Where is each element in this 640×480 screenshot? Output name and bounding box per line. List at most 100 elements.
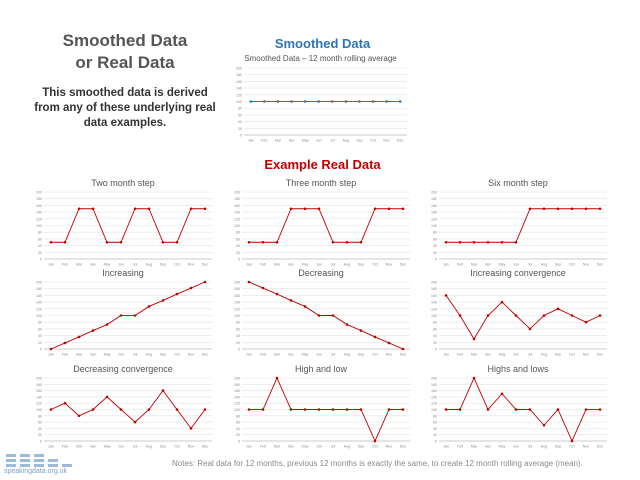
page-heading: Smoothed Data or Real Data xyxy=(30,30,220,74)
data-point xyxy=(570,207,574,211)
x-tick-label: Nov xyxy=(386,445,393,449)
y-tick-label: 160 xyxy=(431,389,437,393)
x-tick-label: May xyxy=(302,353,309,357)
x-tick-label: Jun xyxy=(316,263,322,267)
y-tick-label: 80 xyxy=(236,321,240,325)
x-tick-label: Sep xyxy=(160,263,166,267)
y-tick-label: 140 xyxy=(431,301,437,305)
y-tick-label: 100 xyxy=(36,408,42,412)
y-tick-label: 40 xyxy=(433,427,437,431)
y-tick-label: 40 xyxy=(236,427,240,431)
data-point xyxy=(514,240,518,244)
data-point xyxy=(91,207,95,211)
chart-plot: 0 20 40 60 80 100 120 140 160 180 200 Jan Feb Mar Apr M… xyxy=(36,377,212,449)
x-tick-label: Feb xyxy=(260,445,266,449)
data-point xyxy=(401,408,405,411)
x-tick-label: Dec xyxy=(397,139,404,143)
data-point xyxy=(91,408,95,411)
y-tick-label: 200 xyxy=(431,377,437,381)
y-tick-label: 120 xyxy=(431,402,437,406)
data-point xyxy=(119,240,123,244)
y-tick-label: 60 xyxy=(238,113,242,117)
data-point xyxy=(161,389,165,392)
data-point xyxy=(500,300,504,304)
data-point xyxy=(542,423,546,427)
y-tick-label: 120 xyxy=(36,217,42,221)
y-tick-label: 200 xyxy=(234,377,240,381)
data-point xyxy=(275,292,279,296)
x-tick-label: Nov xyxy=(583,353,590,357)
x-tick-label: Mar xyxy=(76,263,83,267)
x-tick-label: Aug xyxy=(146,353,152,357)
x-tick-label: Jun xyxy=(513,263,519,267)
data-point xyxy=(444,294,448,297)
data-point xyxy=(189,286,193,290)
y-tick-label: 40 xyxy=(38,427,42,431)
data-point xyxy=(189,207,193,211)
data-point xyxy=(49,240,53,244)
data-point xyxy=(249,100,253,103)
data-point xyxy=(472,376,476,380)
data-point xyxy=(584,320,588,324)
data-point xyxy=(119,314,123,317)
y-tick-label: 100 xyxy=(234,408,240,412)
data-point xyxy=(63,401,67,405)
x-tick-label: Feb xyxy=(62,263,68,267)
series-line xyxy=(50,389,206,430)
chart-decreasing-convergence: Decreasing convergence 0 20 40 60 80 100 120 140… xyxy=(28,364,218,452)
y-tick-label: 200 xyxy=(234,191,240,195)
y-tick-label: 40 xyxy=(433,244,437,248)
data-point xyxy=(472,240,476,244)
data-point xyxy=(261,408,265,411)
x-tick-label: Jan xyxy=(48,263,54,267)
data-point xyxy=(500,392,504,396)
x-tick-label: Dec xyxy=(597,445,604,449)
y-tick-label: 60 xyxy=(236,421,240,425)
y-tick-label: 20 xyxy=(38,433,42,437)
y-tick-label: 80 xyxy=(38,231,42,235)
series-line xyxy=(51,208,205,243)
x-tick-label: Feb xyxy=(457,263,463,267)
x-tick-label: Mar xyxy=(471,445,478,449)
data-point xyxy=(598,207,602,211)
y-tick-label: 80 xyxy=(433,414,437,418)
chart-decreasing: Decreasing 0 20 40 60 80 100 120 140 160 180 200 Jan… xyxy=(226,268,416,360)
y-tick-label: 180 xyxy=(236,73,242,77)
y-tick-label: 100 xyxy=(431,224,437,228)
data-point xyxy=(289,207,293,211)
y-tick-label: 40 xyxy=(38,334,42,338)
y-tick-label: 160 xyxy=(234,294,240,298)
x-tick-label: Aug xyxy=(344,353,350,357)
y-tick-label: 0 xyxy=(40,440,42,444)
x-tick-label: Sep xyxy=(358,263,364,267)
data-point xyxy=(486,314,490,317)
y-tick-label: 140 xyxy=(431,211,437,215)
y-tick-label: 140 xyxy=(36,395,42,399)
chart-six-month-step: Six month step 0 20 40 60 80 100 120 140 160 180 20… xyxy=(423,178,613,270)
chart-title: Smoothed Data – 12 month rolling average xyxy=(244,54,397,63)
x-tick-label: Apr xyxy=(288,263,294,267)
data-point xyxy=(133,207,137,211)
data-point xyxy=(147,408,151,411)
y-tick-label: 100 xyxy=(234,314,240,318)
data-point xyxy=(290,100,293,103)
data-point xyxy=(556,307,560,311)
y-tick-label: 180 xyxy=(234,383,240,387)
y-tick-label: 160 xyxy=(234,204,240,208)
data-point xyxy=(261,240,265,244)
y-tick-label: 20 xyxy=(238,127,242,131)
data-point xyxy=(458,408,462,411)
data-point xyxy=(289,408,293,411)
data-point xyxy=(373,335,377,339)
data-point xyxy=(63,341,67,345)
y-tick-label: 20 xyxy=(433,341,437,345)
x-tick-label: Nov xyxy=(383,139,390,143)
x-tick-label: Aug xyxy=(541,263,547,267)
intro-text: This smoothed data is derived from any o… xyxy=(34,87,216,129)
x-tick-label: Dec xyxy=(400,353,407,357)
data-point xyxy=(203,280,207,284)
y-tick-label: 180 xyxy=(431,287,437,291)
x-tick-label: Jun xyxy=(513,445,519,449)
x-tick-label: Dec xyxy=(597,263,604,267)
data-point xyxy=(247,280,251,284)
